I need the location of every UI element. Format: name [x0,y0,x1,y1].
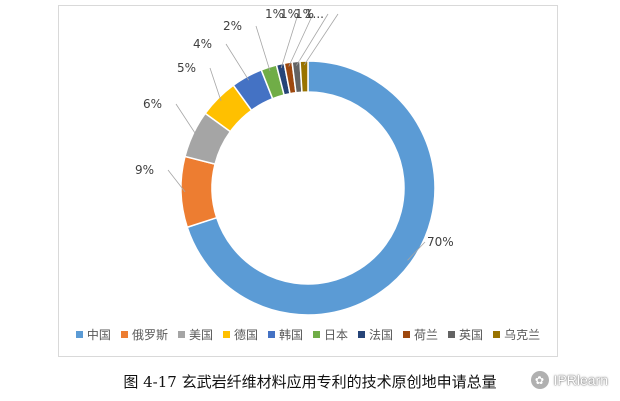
legend-item: 英国 [448,326,483,343]
legend-item: 俄罗斯 [120,326,168,343]
legend-item: 荷兰 [403,326,438,343]
legend-item: 中国 [75,326,111,343]
legend-swatch [313,331,320,338]
legend-item: 美国 [177,326,213,343]
chart-frame: 70% 9% 6% 5% 4% 2% 1% 1% 1% 1... 中国 俄罗斯 美国 德国 韩国 日本 法国荷… [58,5,558,357]
leader-line-6 [280,13,299,69]
legend-item: 日本 [313,326,348,343]
legend-swatch [267,331,275,338]
watermark-text: IPRlearn [553,372,608,388]
legend-swatch [120,331,128,338]
data-label-3: 5% [177,61,196,75]
leader-line-0 [407,241,426,261]
data-label-7: 1% [280,7,299,21]
data-label-6: 1% [265,7,284,21]
leader-line-8 [296,13,329,66]
slice-9 [299,60,309,93]
data-label-0: 70% [427,235,454,249]
legend-label: 中国 [86,328,111,342]
leader-line-5 [255,25,271,72]
legend-swatch [358,331,366,338]
legend-swatch [448,331,456,338]
legend-swatch [403,331,411,338]
legend-label: 俄罗斯 [131,328,168,342]
legend-label: 韩国 [278,328,303,342]
legend-item: 法国 [358,326,393,343]
legend-label: 德国 [233,328,258,342]
legend-label: 日本 [324,328,349,342]
legend-label: 法国 [369,328,394,342]
chat-bubble-icon: ✿ [530,371,549,389]
watermark: ✿ IPRlearn [530,371,608,389]
leader-line-7 [288,13,314,67]
legend-label: 荷兰 [414,328,439,342]
slice-0 [186,60,436,316]
slice-1 [180,155,218,229]
legend-item: 韩国 [267,326,303,343]
donut-chart: 70%9%6%5%4%2%1%1%1%1... [135,7,454,316]
data-label-4: 4% [193,37,212,51]
legend-swatch [493,331,501,338]
data-label-9: 1... [305,7,324,21]
legend-label: 美国 [188,328,213,342]
data-label-5: 2% [223,19,242,33]
legend-item: 乌克兰 [493,326,540,343]
leader-line-1 [167,169,186,193]
chart-legend: 中国 俄罗斯 美国 德国 韩国 日本 法国 荷兰 英国 乌克兰 [59,326,557,343]
legend-label: 乌克兰 [504,328,541,342]
legend-item: 德国 [222,326,258,343]
leader-line-9 [303,13,339,66]
data-label-1: 9% [135,163,154,177]
legend-swatch [222,331,230,338]
figure-caption: 图 4-17 玄武岩纤维材料应用专利的技术原创地申请总量 [123,373,497,391]
legend-swatch [75,331,83,338]
data-label-8: 1% [295,7,314,21]
leader-line-4 [225,43,250,81]
data-label-2: 6% [143,97,162,111]
leader-line-3 [209,67,222,102]
legend-label: 英国 [459,328,484,342]
legend-swatch [177,331,185,338]
leader-line-2 [175,103,198,136]
